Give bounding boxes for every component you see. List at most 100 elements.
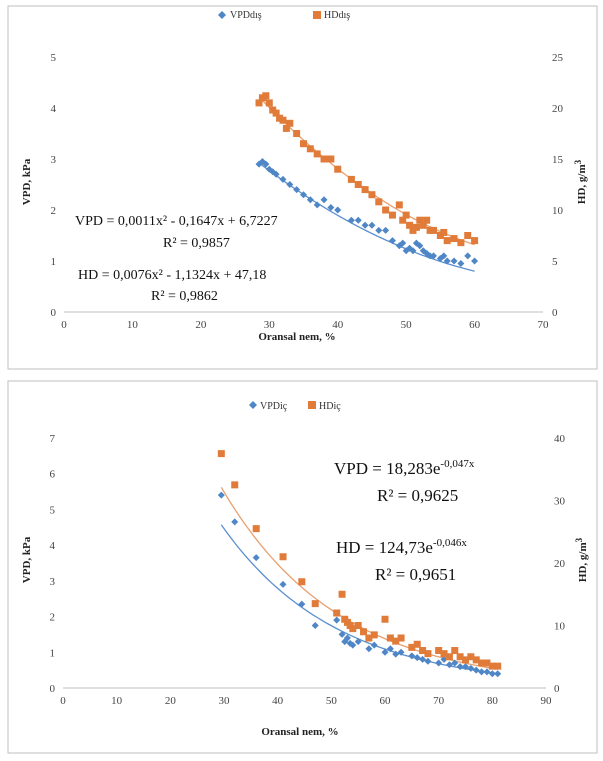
vpd-point bbox=[450, 257, 458, 265]
hd-point bbox=[450, 235, 458, 243]
hd-point bbox=[440, 228, 448, 236]
vpd-point bbox=[424, 657, 432, 665]
y-left-tick-label: 3 bbox=[51, 154, 57, 166]
vpd-point bbox=[445, 661, 453, 669]
hd-point bbox=[217, 450, 225, 458]
y-left-tick-label: 2 bbox=[50, 612, 56, 624]
vpd-point bbox=[462, 663, 469, 671]
y-left-tick-label: 5 bbox=[50, 504, 56, 516]
hd-point bbox=[483, 659, 491, 667]
chart-1-hd-r2: R² = 0,9862 bbox=[151, 289, 218, 304]
hd-point bbox=[360, 628, 368, 636]
y-left-tick-label: 3 bbox=[50, 576, 56, 588]
hd-point bbox=[347, 175, 355, 183]
hd-point bbox=[419, 221, 427, 229]
vpd-point bbox=[327, 203, 335, 211]
hd-point bbox=[386, 634, 394, 642]
hd-point bbox=[354, 622, 362, 629]
x-tick-label: 40 bbox=[272, 695, 284, 707]
hd-point bbox=[472, 656, 480, 664]
chart-1-vpd-r2: R² = 0,9857 bbox=[163, 236, 230, 251]
hd-point bbox=[443, 237, 451, 245]
x-tick-label: 90 bbox=[541, 695, 553, 707]
hd-point bbox=[406, 221, 414, 229]
vpd-point bbox=[471, 257, 479, 265]
vpd-point bbox=[464, 252, 472, 260]
hd-point bbox=[464, 232, 472, 239]
y-right-tick-label: 25 bbox=[552, 52, 564, 64]
vpd-point bbox=[349, 641, 357, 649]
vpd-point bbox=[272, 170, 280, 178]
hd-point bbox=[413, 640, 421, 648]
vpd-point bbox=[451, 659, 459, 667]
chart-2-frame bbox=[7, 380, 598, 754]
x-tick-label: 20 bbox=[165, 695, 177, 707]
legend-vpd-label: VPDiç bbox=[260, 401, 288, 412]
y-left-tick-label: 4 bbox=[50, 540, 56, 552]
x-tick-label: 30 bbox=[219, 695, 231, 707]
vpd-point bbox=[311, 622, 319, 629]
vpd-point bbox=[483, 668, 491, 676]
hd-point bbox=[392, 637, 400, 645]
hd-point bbox=[408, 643, 416, 651]
vpd-point bbox=[440, 252, 448, 260]
y-right-tick-label: 40 bbox=[554, 433, 566, 445]
vpd-point bbox=[279, 175, 287, 183]
x-tick-label: 40 bbox=[332, 319, 344, 331]
chart-2-y-left-ticks: 0 1 2 3 4 5 6 7 bbox=[50, 433, 56, 695]
vpd-point bbox=[392, 650, 400, 658]
hd-point bbox=[416, 216, 424, 224]
hd-point bbox=[262, 92, 270, 100]
hd-point bbox=[320, 155, 328, 163]
vpd-point bbox=[457, 260, 465, 268]
y-right-tick-label: 10 bbox=[554, 621, 566, 633]
chart-2-legend: VPDiç HDiç bbox=[249, 401, 341, 412]
y-left-tick-label: 7 bbox=[50, 433, 56, 445]
x-tick-label: 0 bbox=[61, 319, 67, 331]
vpd-point bbox=[354, 216, 362, 224]
chart-1-y-left-label: VPD, kPa bbox=[21, 158, 33, 205]
chart-2-y-right-label: HD, g/m3 bbox=[574, 537, 589, 582]
hd-point bbox=[338, 590, 346, 598]
x-tick-label: 70 bbox=[538, 319, 550, 331]
vpd-point bbox=[419, 655, 427, 663]
chart-1-y-right-ticks: 0 5 10 15 20 25 bbox=[552, 52, 564, 319]
vpd-point bbox=[382, 226, 390, 234]
hd-point bbox=[282, 124, 290, 132]
chart-1: 0 10 20 30 40 50 60 70 0 1 2 3 4 5 0 5 10 15 20 25 VPDdış… bbox=[21, 10, 588, 343]
x-tick-label: 80 bbox=[487, 695, 499, 707]
legend-hd-marker bbox=[313, 11, 321, 19]
hd-point bbox=[361, 186, 369, 194]
y-right-tick-label: 20 bbox=[554, 558, 566, 570]
hd-point bbox=[445, 653, 453, 661]
x-tick-label: 20 bbox=[195, 319, 207, 331]
hd-point bbox=[381, 615, 389, 623]
vpd-point bbox=[472, 666, 480, 674]
vpd-point bbox=[408, 652, 416, 660]
hd-point bbox=[286, 119, 294, 127]
hd-point bbox=[375, 198, 383, 206]
y-left-tick-label: 1 bbox=[50, 647, 56, 659]
chart-1-vpd-equation: VPD = 0,0011x² - 0,1647x + 6,7227 bbox=[75, 214, 278, 229]
vpd-point bbox=[279, 580, 287, 588]
vpd-point bbox=[381, 648, 389, 656]
hd-point bbox=[300, 140, 307, 148]
vpd-point bbox=[370, 641, 378, 649]
hd-point bbox=[272, 109, 280, 117]
trendline-vpd bbox=[220, 524, 498, 675]
vpd-point bbox=[386, 645, 394, 653]
y-left-tick-label: 0 bbox=[51, 307, 57, 319]
chart-1-y-left-ticks: 0 1 2 3 4 5 bbox=[51, 52, 57, 319]
hd-point bbox=[462, 656, 469, 664]
chart-2-y-right-ticks: 0 10 20 30 40 bbox=[554, 433, 566, 695]
hd-point bbox=[412, 223, 420, 231]
vpd-point bbox=[365, 645, 373, 653]
y-left-tick-label: 6 bbox=[50, 469, 56, 481]
vpd-point bbox=[334, 206, 342, 214]
legend-vpd-marker bbox=[218, 11, 226, 19]
chart-1-legend: VPDdış HDdış bbox=[218, 10, 350, 21]
hd-point bbox=[279, 553, 287, 561]
vpd-point bbox=[440, 655, 448, 663]
hd-point bbox=[388, 211, 396, 219]
hd-point bbox=[327, 155, 335, 163]
